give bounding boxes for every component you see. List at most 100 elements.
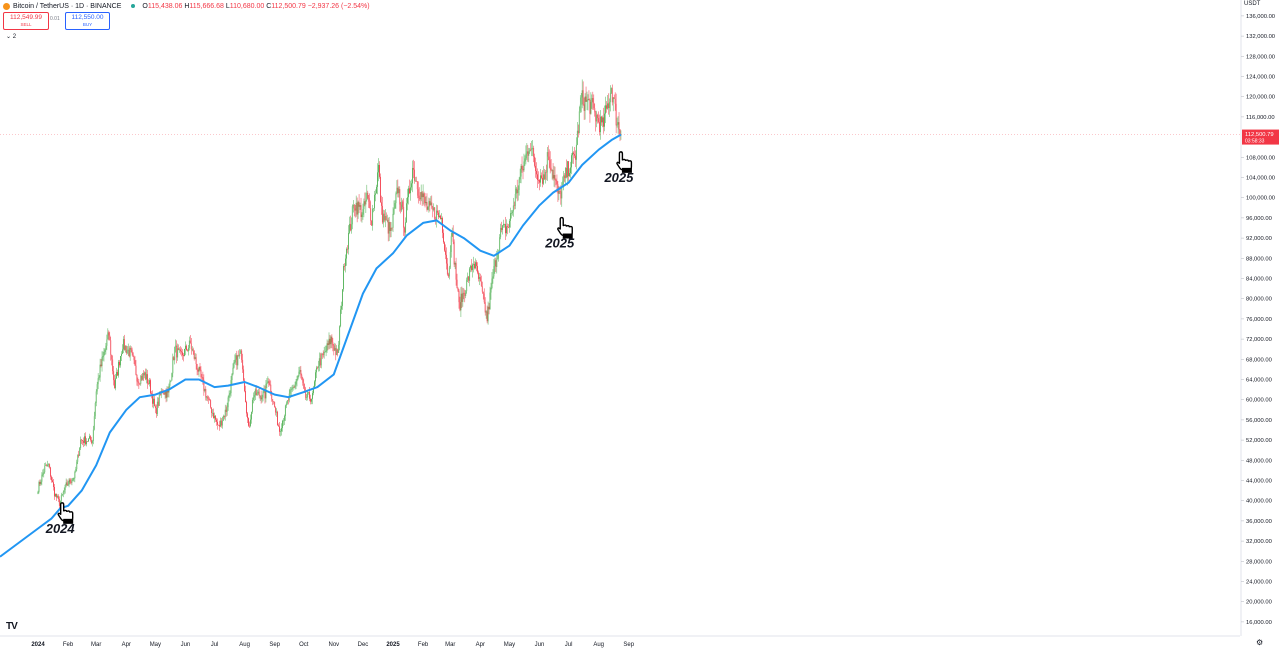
symbol-header[interactable]: Bitcoin / TetherUS · 1D · BINANCE O115,4…: [0, 0, 370, 12]
candle-body: [178, 348, 180, 350]
candle-body: [328, 338, 330, 345]
candle-body: [198, 366, 200, 372]
candle-body: [147, 374, 149, 384]
candle-body: [192, 348, 194, 351]
candle-body: [576, 130, 578, 145]
candle-body: [457, 288, 459, 291]
price-axis: 136,000.00 132,000.00 128,000.00 124,000.00…: [0, 0, 1279, 636]
candle-body: [542, 177, 543, 184]
candle-body: [464, 293, 466, 296]
candle-body: [286, 400, 288, 404]
candle-body: [432, 207, 434, 211]
candle-body: [535, 165, 537, 171]
candle-body: [97, 378, 99, 385]
candle-body: [609, 92, 611, 103]
candle-body: [106, 339, 108, 346]
candle-body: [289, 390, 291, 394]
candle-body: [55, 493, 56, 497]
candle-body: [574, 155, 576, 160]
candle-body: [229, 393, 231, 395]
candle-body: [121, 349, 123, 354]
symbol-title[interactable]: Bitcoin / TetherUS · 1D · BINANCE: [13, 2, 122, 10]
candle-body: [94, 403, 96, 417]
price-tick-label: 108,000.00: [1246, 155, 1275, 161]
candle-body: [377, 172, 378, 187]
candle-body: [406, 203, 407, 223]
candle-body: [292, 387, 294, 389]
candle-body: [540, 175, 541, 183]
candle-body: [181, 351, 182, 353]
candle-body: [166, 390, 168, 398]
candle-body: [536, 170, 537, 175]
buy-button[interactable]: 112,550.00 BUY: [65, 12, 110, 30]
candle-body: [379, 164, 380, 177]
candle-body: [327, 343, 329, 345]
candle-body: [349, 223, 351, 231]
candle-body: [61, 494, 63, 496]
candle-body: [400, 204, 402, 211]
gear-icon[interactable]: ⚙: [1256, 638, 1264, 647]
candle-body: [579, 104, 581, 112]
candle-body: [389, 222, 391, 232]
hand-outline: [57, 502, 74, 522]
candle-body: [139, 383, 141, 385]
candle-body: [368, 198, 370, 202]
candle-body: [364, 201, 366, 205]
candle-body: [601, 116, 602, 123]
candle-body: [353, 204, 355, 209]
candle-body: [167, 390, 169, 393]
axis-currency[interactable]: USDT: [1244, 1, 1261, 7]
candle-body: [277, 411, 278, 426]
candle-body: [172, 357, 174, 374]
candle-body: [566, 167, 568, 178]
candle-body: [425, 202, 427, 204]
tradingview-logo-icon[interactable]: TV: [6, 621, 18, 632]
candle-body: [439, 215, 440, 218]
candle-body: [231, 374, 233, 381]
candle-body: [71, 480, 73, 483]
indicators-toggle[interactable]: ⌄ 2: [6, 33, 16, 40]
candle-body: [582, 90, 584, 105]
candle-body: [248, 418, 249, 426]
candle-body: [511, 211, 513, 214]
candle-body: [366, 192, 368, 200]
candle-body: [420, 192, 422, 200]
candle-body: [408, 188, 409, 198]
candle-body: [365, 199, 367, 205]
candle-body: [337, 349, 339, 353]
time-axis: 2024 Feb Mar Apr May Jun Jul Aug Sep Oct Nov Dec 202…: [0, 635, 1240, 648]
candle-body: [585, 96, 587, 102]
candle-body: [186, 350, 188, 352]
candle-body: [220, 420, 222, 426]
candle-body: [421, 192, 423, 198]
candle-body: [290, 389, 292, 391]
candle-body: [477, 272, 479, 279]
price-tick-label: 52,000.00: [1246, 438, 1272, 444]
candle-body: [283, 420, 284, 422]
candle-body: [463, 292, 465, 294]
candle-body: [170, 380, 172, 382]
candle-body: [295, 381, 297, 385]
candle-body: [318, 358, 320, 367]
candle-body: [434, 207, 436, 219]
candles-layer: [37, 79, 622, 509]
candle-body: [335, 348, 337, 356]
candle-body: [183, 355, 184, 357]
candle-body: [80, 439, 82, 449]
candle-body: [574, 154, 575, 156]
candle-body: [246, 401, 247, 414]
candle-body: [189, 340, 191, 344]
candle-body: [567, 161, 569, 178]
candle-body: [338, 344, 340, 353]
candle-body: [215, 415, 216, 420]
candle-body: [552, 169, 554, 179]
candle-body: [299, 370, 301, 372]
sell-button[interactable]: 112,549.99 SELL: [3, 12, 49, 30]
candle-body: [89, 436, 91, 440]
candle-body: [226, 407, 228, 412]
candle-body: [43, 472, 45, 474]
candle-body: [411, 183, 412, 188]
candle-body: [53, 482, 54, 488]
candle-body: [336, 349, 338, 356]
